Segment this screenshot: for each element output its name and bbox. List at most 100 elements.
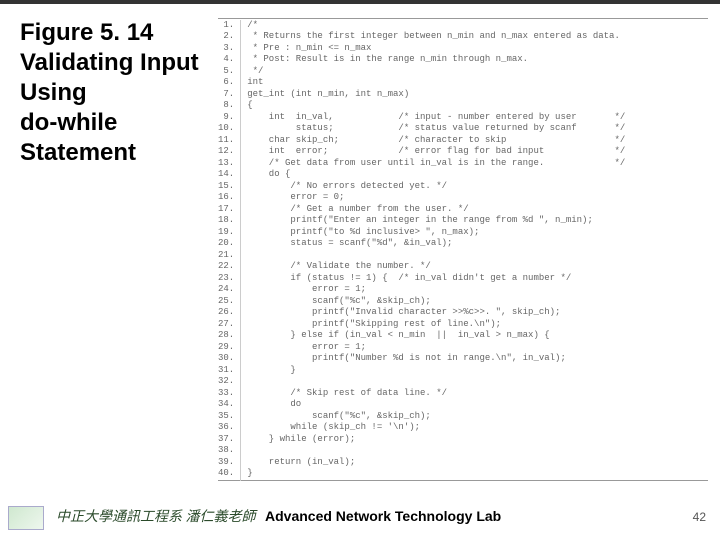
code-line: 25. scanf("%c", &skip_ch); bbox=[218, 296, 708, 308]
code-text: * Pre : n_min <= n_max bbox=[241, 43, 708, 55]
line-number: 34. bbox=[218, 399, 241, 411]
code-listing: 1./*2. * Returns the first integer betwe… bbox=[218, 18, 708, 498]
figure-title: Figure 5. 14 Validating Input Using do-w… bbox=[20, 18, 210, 168]
line-number: 27. bbox=[218, 319, 241, 331]
code-line: 38. bbox=[218, 445, 708, 457]
code-text: /* Validate the number. */ bbox=[241, 261, 708, 273]
code-line: 22. /* Validate the number. */ bbox=[218, 261, 708, 273]
code-text bbox=[241, 445, 708, 457]
code-line: 26. printf("Invalid character >>%c>>. ",… bbox=[218, 307, 708, 319]
code-table: 1./*2. * Returns the first integer betwe… bbox=[218, 18, 708, 481]
line-number: 2. bbox=[218, 31, 241, 43]
line-number: 37. bbox=[218, 434, 241, 446]
line-number: 9. bbox=[218, 112, 241, 124]
code-text: } bbox=[241, 365, 708, 377]
code-line: 29. error = 1; bbox=[218, 342, 708, 354]
code-text: * Post: Result is in the range n_min thr… bbox=[241, 54, 708, 66]
code-text: status; /* status value returned by scan… bbox=[241, 123, 708, 135]
code-line: 3. * Pre : n_min <= n_max bbox=[218, 43, 708, 55]
code-line: 35. scanf("%c", &skip_ch); bbox=[218, 411, 708, 423]
code-line: 33. /* Skip rest of data line. */ bbox=[218, 388, 708, 400]
footer-lab: Advanced Network Technology Lab bbox=[265, 508, 501, 524]
code-text: printf("Invalid character >>%c>>. ", ski… bbox=[241, 307, 708, 319]
code-text: char skip_ch; /* character to skip */ bbox=[241, 135, 708, 147]
line-number: 8. bbox=[218, 100, 241, 112]
code-line: 18. printf("Enter an integer in the rang… bbox=[218, 215, 708, 227]
code-line: 6.int bbox=[218, 77, 708, 89]
line-number: 7. bbox=[218, 89, 241, 101]
code-line: 21. bbox=[218, 250, 708, 262]
line-number: 19. bbox=[218, 227, 241, 239]
code-text: int bbox=[241, 77, 708, 89]
line-number: 24. bbox=[218, 284, 241, 296]
title-line-3: Using bbox=[20, 78, 210, 108]
code-text: */ bbox=[241, 66, 708, 78]
code-text: if (status != 1) { /* in_val didn't get … bbox=[241, 273, 708, 285]
code-text: { bbox=[241, 100, 708, 112]
line-number: 22. bbox=[218, 261, 241, 273]
line-number: 17. bbox=[218, 204, 241, 216]
code-text: /* Skip rest of data line. */ bbox=[241, 388, 708, 400]
code-line: 28. } else if (in_val < n_min || in_val … bbox=[218, 330, 708, 342]
line-number: 18. bbox=[218, 215, 241, 227]
code-line: 27. printf("Skipping rest of line.\n"); bbox=[218, 319, 708, 331]
line-number: 16. bbox=[218, 192, 241, 204]
line-number: 30. bbox=[218, 353, 241, 365]
code-line: 14. do { bbox=[218, 169, 708, 181]
code-text: printf("Skipping rest of line.\n"); bbox=[241, 319, 708, 331]
code-text: while (skip_ch != '\n'); bbox=[241, 422, 708, 434]
line-number: 21. bbox=[218, 250, 241, 262]
line-number: 28. bbox=[218, 330, 241, 342]
code-line: 19. printf("to %d inclusive> ", n_max); bbox=[218, 227, 708, 239]
line-number: 15. bbox=[218, 181, 241, 193]
code-text: int error; /* error flag for bad input *… bbox=[241, 146, 708, 158]
code-text: printf("Enter an integer in the range fr… bbox=[241, 215, 708, 227]
code-text: printf("to %d inclusive> ", n_max); bbox=[241, 227, 708, 239]
line-number: 25. bbox=[218, 296, 241, 308]
code-line: 32. bbox=[218, 376, 708, 388]
line-number: 38. bbox=[218, 445, 241, 457]
code-line: 2. * Returns the first integer between n… bbox=[218, 31, 708, 43]
line-number: 20. bbox=[218, 238, 241, 250]
code-line: 31. } bbox=[218, 365, 708, 377]
code-text: error = 1; bbox=[241, 284, 708, 296]
line-number: 14. bbox=[218, 169, 241, 181]
footer-text: 中正大學通訊工程系 潘仁義老師 Advanced Network Technol… bbox=[56, 506, 501, 526]
code-text: /* Get a number from the user. */ bbox=[241, 204, 708, 216]
line-number: 4. bbox=[218, 54, 241, 66]
line-number: 29. bbox=[218, 342, 241, 354]
footer: 中正大學通訊工程系 潘仁義老師 Advanced Network Technol… bbox=[0, 506, 720, 534]
line-number: 13. bbox=[218, 158, 241, 170]
code-line: 40.} bbox=[218, 468, 708, 480]
code-line: 13. /* Get data from user until in_val i… bbox=[218, 158, 708, 170]
line-number: 33. bbox=[218, 388, 241, 400]
code-text: } bbox=[241, 468, 708, 480]
line-number: 6. bbox=[218, 77, 241, 89]
code-line: 24. error = 1; bbox=[218, 284, 708, 296]
code-text: } while (error); bbox=[241, 434, 708, 446]
code-text: error = 1; bbox=[241, 342, 708, 354]
code-text: int in_val, /* input - number entered by… bbox=[241, 112, 708, 124]
code-text bbox=[241, 376, 708, 388]
code-text: get_int (int n_min, int n_max) bbox=[241, 89, 708, 101]
code-text: error = 0; bbox=[241, 192, 708, 204]
code-text: status = scanf("%d", &in_val); bbox=[241, 238, 708, 250]
code-text: scanf("%c", &skip_ch); bbox=[241, 296, 708, 308]
code-text: return (in_val); bbox=[241, 457, 708, 469]
page-number: 42 bbox=[693, 510, 706, 524]
line-number: 39. bbox=[218, 457, 241, 469]
title-line-1: Figure 5. 14 bbox=[20, 18, 210, 48]
code-line: 17. /* Get a number from the user. */ bbox=[218, 204, 708, 216]
line-number: 3. bbox=[218, 43, 241, 55]
line-number: 10. bbox=[218, 123, 241, 135]
code-line: 4. * Post: Result is in the range n_min … bbox=[218, 54, 708, 66]
line-number: 40. bbox=[218, 468, 241, 480]
code-line: 1./* bbox=[218, 20, 708, 32]
code-text: * Returns the first integer between n_mi… bbox=[241, 31, 708, 43]
code-line: 30. printf("Number %d is not in range.\n… bbox=[218, 353, 708, 365]
code-line: 36. while (skip_ch != '\n'); bbox=[218, 422, 708, 434]
code-text: printf("Number %d is not in range.\n", i… bbox=[241, 353, 708, 365]
code-line: 20. status = scanf("%d", &in_val); bbox=[218, 238, 708, 250]
line-number: 31. bbox=[218, 365, 241, 377]
code-line: 34. do bbox=[218, 399, 708, 411]
